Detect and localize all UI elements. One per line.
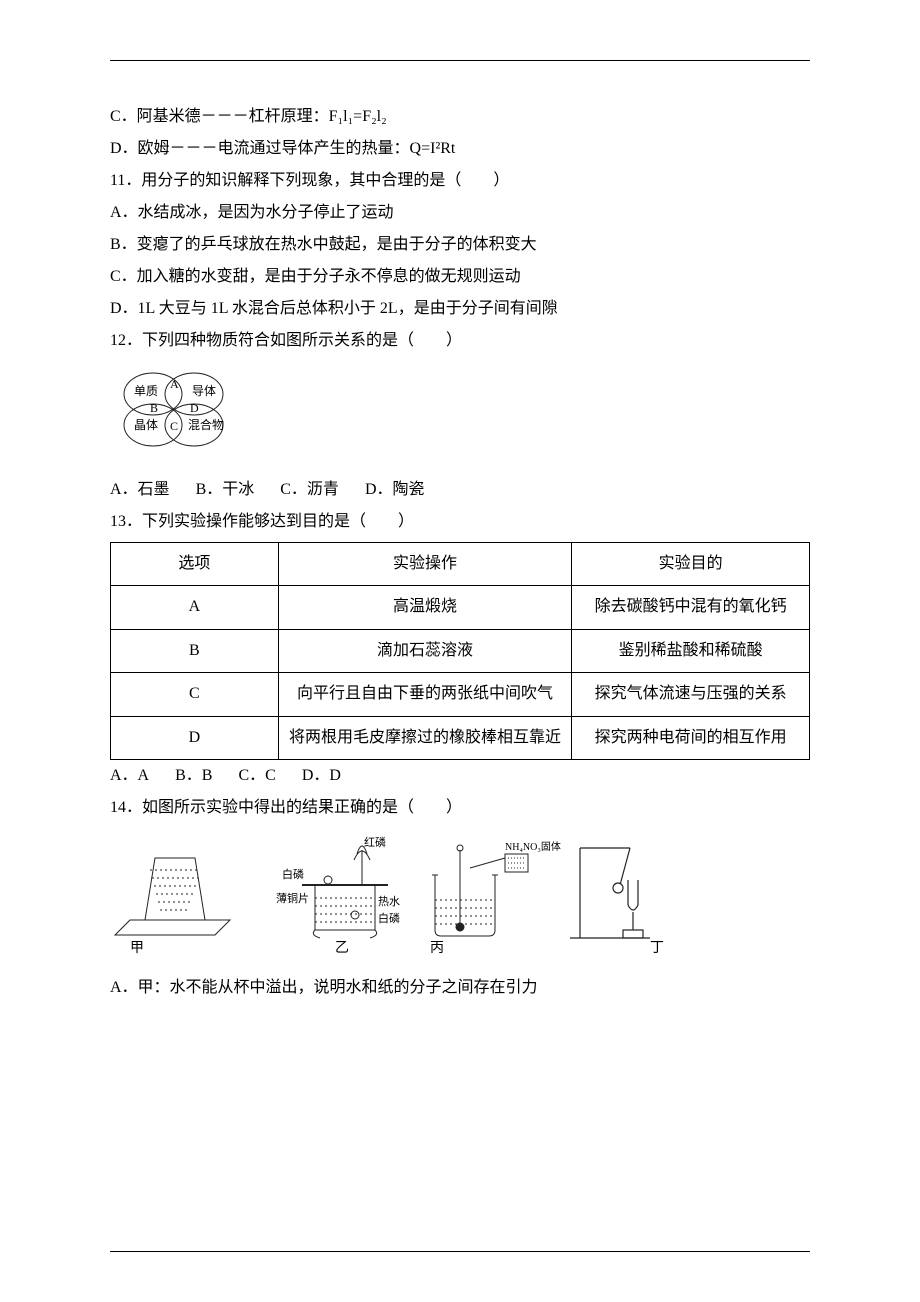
q13-opt-c: C．C [238, 767, 275, 784]
venn-label-jingti: 晶体 [134, 418, 158, 432]
fig-bing [432, 845, 528, 936]
venn-center-b: B [150, 401, 158, 415]
venn-label-hunhewu: 混合物 [188, 417, 224, 432]
q14-stem: 14．如图所示实验中得出的结果正确的是（ ） [110, 792, 810, 824]
q13-stem: 13．下列实验操作能够达到目的是（ ） [110, 506, 810, 538]
q13-opt-b: B．B [175, 767, 212, 784]
q12-opt-d: D．陶瓷 [365, 481, 425, 498]
fig-ding [570, 848, 650, 938]
q11-opt-d: D．1L 大豆与 1L 水混合后总体积小于 2L，是由于分子间有间隙 [110, 293, 810, 325]
top-rule [110, 60, 810, 61]
q13-r3c0: D [111, 716, 279, 759]
table-row: B 滴加石蕊溶液 鉴别稀盐酸和稀硫酸 [111, 629, 810, 672]
q13-opt-d: D．D [302, 767, 341, 784]
fig-yi-baip2: 白磷 [378, 911, 400, 925]
q13-r2c2: 探究气体流速与压强的关系 [572, 673, 810, 716]
q13-h1: 选项 [111, 543, 279, 586]
venn-center-a: A [170, 377, 179, 391]
q12-opt-a: A．石墨 [110, 481, 170, 498]
venn-center-c: C [170, 419, 178, 433]
q13-h3: 实验目的 [572, 543, 810, 586]
q13-r0c1: 高温煅烧 [278, 586, 572, 629]
table-row: A 高温煅烧 除去碳酸钙中混有的氧化钙 [111, 586, 810, 629]
venn-label-daoti: 导体 [192, 384, 216, 398]
q13-r1c0: B [111, 629, 279, 672]
q13-r3c1: 将两根用毛皮摩擦过的橡胶棒相互靠近 [278, 716, 572, 759]
table-row: D 将两根用毛皮摩擦过的橡胶棒相互靠近 探究两种电荷间的相互作用 [111, 716, 810, 759]
fig-yi-label: 乙 [335, 940, 349, 956]
fig-yi-baip1: 白磷 [282, 867, 304, 881]
q14-figures: 甲 红磷 白磷 薄铜片 热水 白磷 乙 [110, 830, 670, 960]
q11-opt-c: C．加入糖的水变甜，是由于分子永不停息的做无规则运动 [110, 261, 810, 293]
q13-options: A．A B．B C．C D．D [110, 760, 810, 792]
q12-options: A．石墨 B．干冰 C．沥青 D．陶瓷 [110, 474, 810, 506]
q13-r3c2: 探究两种电荷间的相互作用 [572, 716, 810, 759]
q12-venn-diagram: 单质 导体 晶体 混合物 A B C D [106, 363, 241, 458]
q13-h2: 实验操作 [278, 543, 572, 586]
fig-yi-reshui: 热水 [378, 895, 400, 908]
q12-stem: 12．下列四种物质符合如图所示关系的是（ ） [110, 325, 810, 357]
venn-center-d: D [190, 401, 199, 415]
q13-r0c2: 除去碳酸钙中混有的氧化钙 [572, 586, 810, 629]
q11-stem: 11．用分子的知识解释下列现象，其中合理的是（ ） [110, 165, 810, 197]
fig-bing-nh4no3: NH₄NO₃固体 [505, 841, 561, 853]
fig-jia [115, 858, 230, 935]
q13-r1c1: 滴加石蕊溶液 [278, 629, 572, 672]
fig-yi [302, 846, 388, 938]
q13-r0c0: A [111, 586, 279, 629]
fig-yi-bocu: 薄铜片 [276, 891, 309, 905]
q13-opt-a: A．A [110, 767, 149, 784]
q10-opt-d: D．欧姆－－－电流通过导体产生的热量：Q=I²Rt [110, 133, 810, 165]
q13-r2c1: 向平行且自由下垂的两张纸中间吹气 [278, 673, 572, 716]
venn-label-danzhi: 单质 [134, 384, 158, 398]
table-row: C 向平行且自由下垂的两张纸中间吹气 探究气体流速与压强的关系 [111, 673, 810, 716]
q14-opt-a: A．甲：水不能从杯中溢出，说明水和纸的分子之间存在引力 [110, 972, 810, 1004]
q13-r1c2: 鉴别稀盐酸和稀硫酸 [572, 629, 810, 672]
q11-opt-b: B．变瘪了的乒乓球放在热水中鼓起，是由于分子的体积变大 [110, 229, 810, 261]
fig-yi-hongling: 红磷 [364, 836, 386, 849]
fig-bing-label: 丙 [430, 941, 444, 956]
q13-header-row: 选项 实验操作 实验目的 [111, 543, 810, 586]
q10-opt-c: C．阿基米德－－－杠杆原理：F₁l₁=F₂l₂ [110, 101, 810, 133]
q11-opt-a: A．水结成冰，是因为水分子停止了运动 [110, 197, 810, 229]
bottom-rule [110, 1251, 810, 1252]
fig-ding-label: 丁 [650, 941, 664, 956]
q13-r2c0: C [111, 673, 279, 716]
fig-jia-label: 甲 [130, 941, 144, 956]
q13-table: 选项 实验操作 实验目的 A 高温煅烧 除去碳酸钙中混有的氧化钙 B 滴加石蕊溶… [110, 542, 810, 760]
q12-opt-b: B．干冰 [196, 481, 255, 498]
q12-opt-c: C．沥青 [280, 481, 339, 498]
